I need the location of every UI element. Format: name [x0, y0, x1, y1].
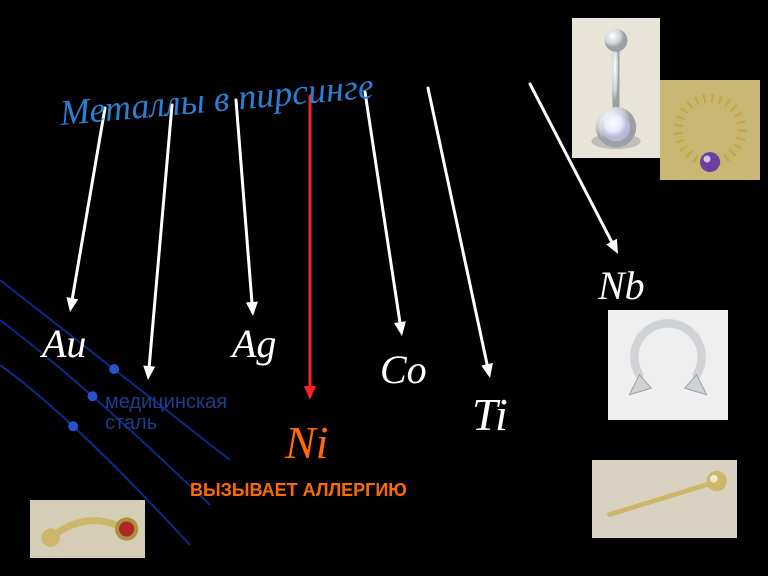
thumb-captive-bead-ring-icon [660, 80, 760, 180]
label-ti: Ti [472, 388, 508, 441]
label-ag: Ag [232, 320, 276, 367]
thumb-navel-barbell-icon [572, 18, 660, 158]
stage: Металлы в пирсинге Au медицинская сталь … [0, 0, 768, 576]
allergy-warning: ВЫЗЫВАЕТ АЛЛЕРГИЮ [190, 480, 407, 501]
thumb-circular-horseshoe-icon [608, 310, 728, 420]
label-ni: Ni [285, 416, 328, 469]
label-co: Co [380, 346, 427, 393]
slide-title: Металлы в пирсинге [58, 65, 375, 134]
label-medical-steel: медицинская сталь [105, 392, 227, 434]
thumb-curved-barbell-icon [30, 500, 145, 558]
label-nb: Nb [598, 262, 645, 309]
label-au: Au [42, 320, 86, 367]
thumb-labret-pin-icon [592, 460, 737, 538]
